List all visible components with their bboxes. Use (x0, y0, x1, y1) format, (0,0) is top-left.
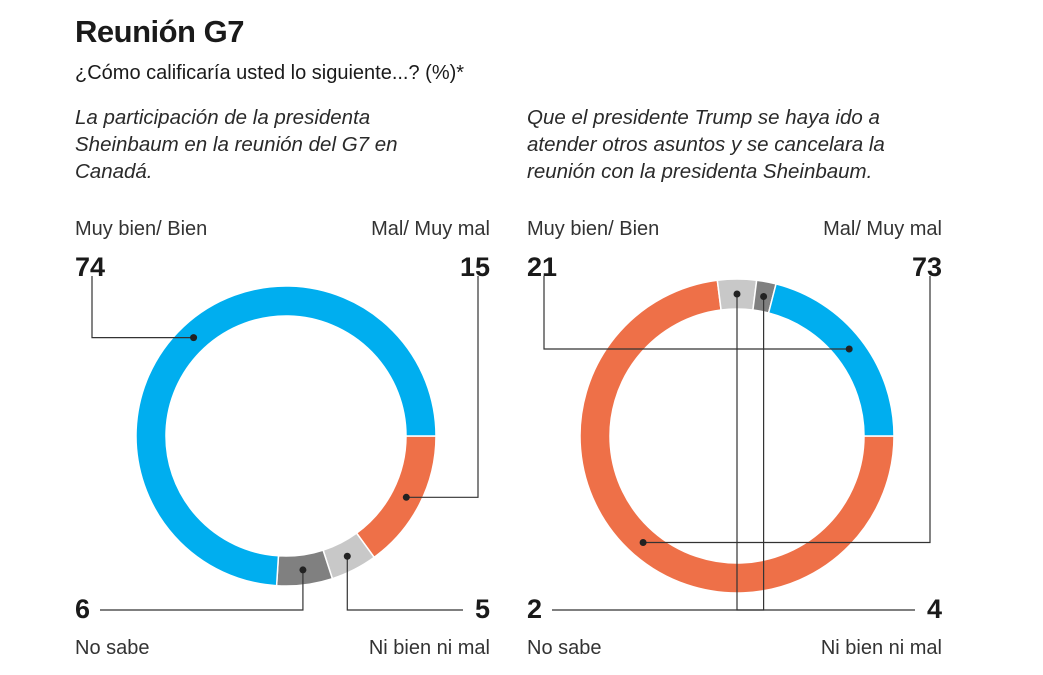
page-subtitle: ¿Cómo calificaría usted lo siguiente...?… (75, 62, 465, 84)
left-value-muy-bien: 74 (75, 252, 106, 282)
question-left: La participación de la presidenta Sheinb… (75, 106, 398, 183)
right-label-ni-bien: Ni bien ni mal (820, 637, 942, 659)
left-dot-muy-bien (190, 334, 198, 342)
right-value-mal: 73 (911, 252, 942, 282)
question-right: Que el presidente Trump se haya ido a at… (527, 106, 885, 183)
right-value-ni-bien: 4 (926, 594, 942, 624)
left-label-ni-bien: Ni bien ni mal (368, 637, 490, 659)
right-value-no-sabe: 2 (527, 594, 543, 624)
right-leader-no-sabe (552, 296, 765, 611)
left-slice-muy-bien (135, 285, 437, 587)
page-title: Reunión G7 (75, 14, 244, 49)
left-leader-no-sabe (100, 569, 304, 611)
left-value-ni-bien: 5 (474, 594, 490, 624)
right-slice-mal (579, 279, 895, 594)
left-label-no-sabe: No sabe (75, 637, 150, 659)
right-label-no-sabe: No sabe (527, 637, 602, 659)
left-leader-muy-bien (91, 276, 194, 339)
right-dot-no-sabe (760, 293, 768, 301)
left-value-mal: 15 (459, 252, 490, 282)
right-value-muy-bien: 21 (527, 252, 558, 282)
left-dot-no-sabe (299, 566, 307, 574)
left-leader-mal (406, 276, 479, 498)
right-slice-muy-bien (767, 283, 895, 437)
right-label-mal: Mal/ Muy mal (823, 218, 942, 240)
right-leader-muy-bien (543, 276, 850, 350)
left-label-mal: Mal/ Muy mal (371, 218, 490, 240)
right-label-muy-bien: Muy bien/ Bien (527, 218, 660, 240)
right-dot-mal (639, 539, 647, 547)
left-value-no-sabe: 6 (75, 594, 91, 624)
left-dot-mal (402, 493, 410, 501)
right-dot-ni-bien (733, 290, 741, 298)
left-label-muy-bien: Muy bien/ Bien (75, 218, 208, 240)
right-dot-muy-bien (845, 345, 853, 353)
right-leader-mal (643, 276, 931, 544)
left-dot-ni-bien (343, 552, 351, 560)
left-slice-mal (355, 435, 437, 559)
left-leader-ni-bien (346, 556, 463, 611)
